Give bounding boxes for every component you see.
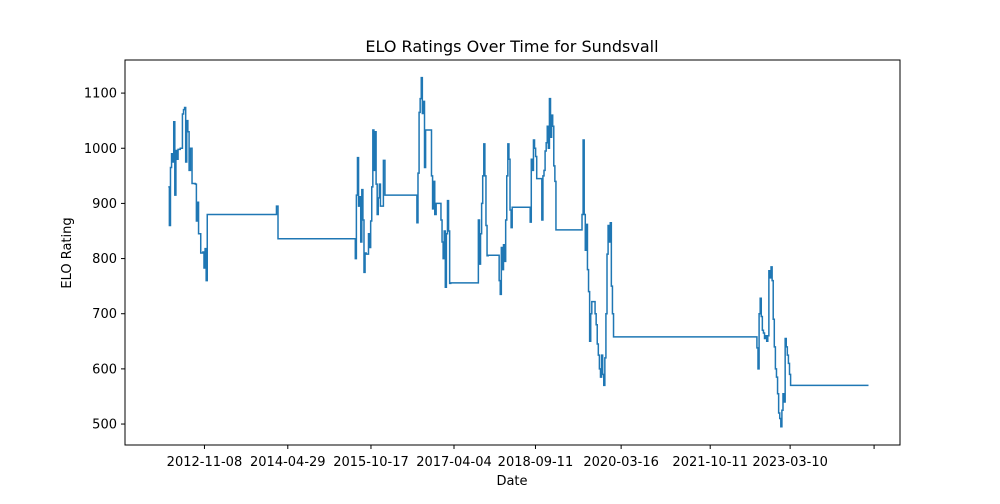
x-tick-label: 2018-09-11 [498, 455, 574, 470]
x-tick-label: 2014-04-29 [250, 455, 326, 470]
chart-title: ELO Ratings Over Time for Sundsvall [365, 37, 658, 56]
y-tick-label: 500 [92, 418, 117, 433]
x-axis-label: Date [496, 474, 527, 489]
y-tick-label: 800 [92, 252, 117, 267]
y-tick-label: 600 [92, 362, 117, 377]
y-tick-label: 900 [92, 197, 117, 212]
y-axis: 500 600 700 800 900 1000 1100 [84, 87, 125, 433]
x-tick-label: 2021-10-11 [672, 455, 748, 470]
x-axis: 2012-11-08 2014-04-29 2015-10-17 2017-04-04… [167, 445, 875, 470]
x-tick-label: 2012-11-08 [167, 455, 243, 470]
y-tick-label: 1000 [84, 142, 117, 157]
series-line-0 [168, 76, 869, 428]
x-tick-label: 2015-10-17 [333, 455, 409, 470]
x-tick-label: 2017-04-04 [416, 455, 492, 470]
x-tick-label: 2020-03-16 [583, 455, 659, 470]
y-tick-label: 1100 [84, 87, 117, 102]
plot-area [168, 76, 869, 428]
y-tick-label: 700 [92, 307, 117, 322]
x-tick-label: 2023-03-10 [752, 455, 828, 470]
y-axis-label: ELO Rating [60, 217, 75, 288]
axes-frame [124, 59, 901, 446]
